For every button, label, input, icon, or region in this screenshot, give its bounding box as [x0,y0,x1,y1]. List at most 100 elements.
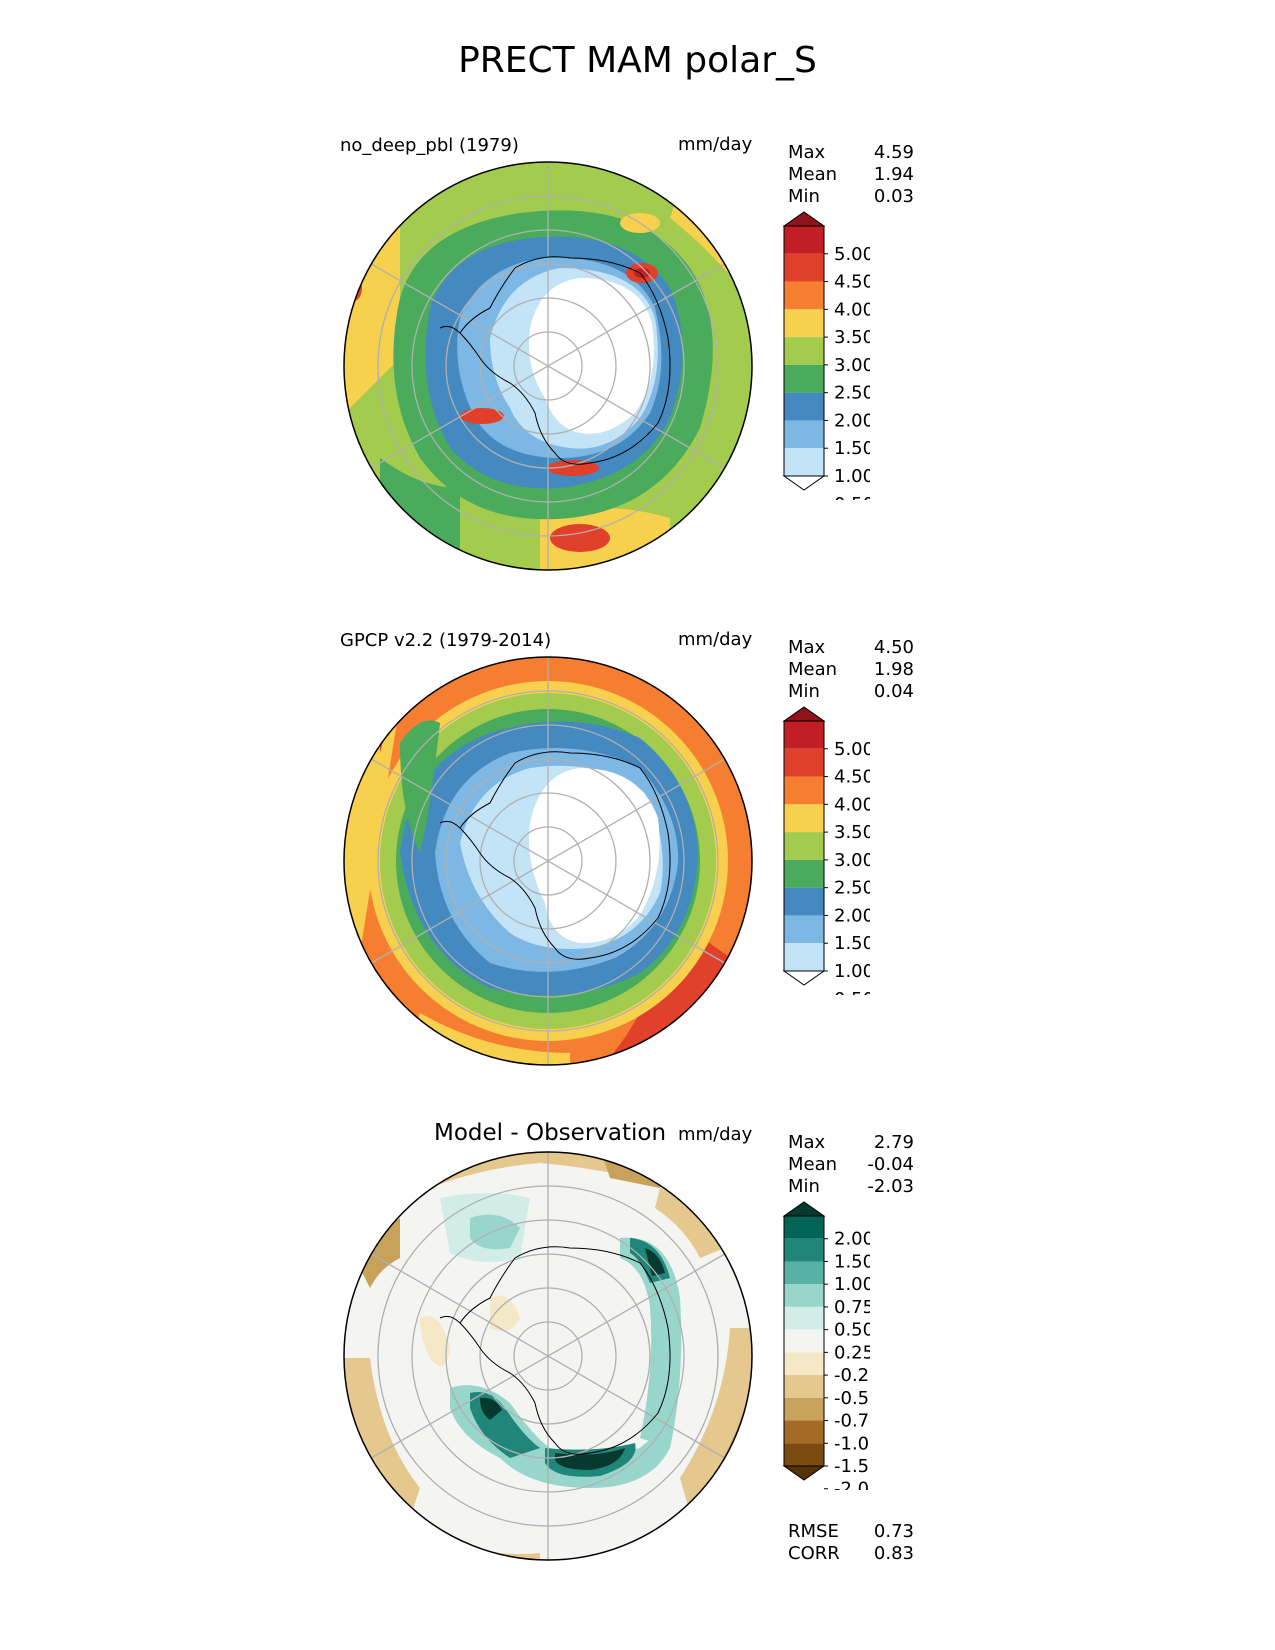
colorbar-tick-label: 2.50 [834,878,870,899]
panel-stats: Max 4.59 Mean 1.94 Min 0.03 [788,142,914,207]
panel-test: no_deep_pbl (1979) mm/day Max 4.59 Mean 1.… [0,130,1275,600]
colorbar-tick-label: 3.00 [834,355,870,376]
colorbar-swatch [784,309,824,338]
colorbar-tick-label: 1.50 [834,933,870,954]
colorbar-tick-label: 5.00 [834,244,870,265]
colorbar-reference: 5.00 4.50 4.00 3.50 3.00 2.50 2.00 1.50 1.00 0.50 [782,706,870,995]
colorbar-swatch [784,1238,824,1262]
panel-units: mm/day [678,629,753,650]
colorbar-tick-label: 3.50 [834,822,870,843]
colorbar-tick-label: -0.25 [834,1365,870,1386]
colorbar-swatch [784,1261,824,1285]
colorbar-tick-label: 3.50 [834,327,870,348]
colorbar-swatch [784,943,824,971]
colorbar-test: 5.00 4.50 4.00 3.50 3.00 2.50 2.00 1.50 1.00 0.50 [782,211,870,500]
colorbar-swatch [784,776,824,805]
stat-max: 4.50 [873,637,914,658]
stat-rmse: 0.73 [873,1521,914,1542]
colorbar-tick-label: 4.50 [834,767,870,788]
polar-map-difference [343,1151,753,1561]
panel-reference: GPCP v2.2 (1979-2014) mm/day Max 4.50 Mea… [0,625,1275,1095]
colorbar-tick-label: 2.50 [834,383,870,404]
stat-mean: 1.94 [873,164,914,185]
colorbar-tick-label: 4.00 [834,794,870,815]
colorbar-tick-label: 1.50 [834,438,870,459]
colorbar-swatch [784,1420,824,1444]
colorbar-tick-label: 0.50 [834,494,870,500]
colorbar-swatch [784,721,824,749]
colorbar-tick-label: 0.50 [834,1320,870,1341]
colorbar-border [783,1215,825,1467]
colorbar-swatch [784,253,824,282]
colorbar-tick-label: 0.75 [834,1297,870,1318]
colorbar-tick-label: -0.50 [834,1388,870,1409]
colorbar-border [783,225,825,477]
colorbar-tick-label: 4.00 [834,299,870,320]
colorbar-extend-top [782,211,826,227]
colorbar-tick-label: 5.00 [834,739,870,760]
colorbar-swatch [784,448,824,476]
polar-map-reference [343,656,753,1066]
colorbar-extend-bottom [782,1465,826,1481]
colorbar-swatch [784,748,824,777]
panel-difference: Model - Observation mm/day Max 2.79 Mean -… [0,1120,1275,1640]
colorbar-swatch [784,859,824,888]
panel-units: mm/day [678,1124,753,1145]
colorbar-swatch [784,1284,824,1307]
stat-max: 2.79 [873,1132,914,1153]
colorbar-swatch [784,226,824,254]
colorbar-tick-label: -2.00 [834,1479,870,1490]
colorbar-tick-label: 1.50 [834,1251,870,1272]
stat-corr: 0.83 [873,1543,914,1564]
colorbar-swatch [784,887,824,916]
stat-mean: 1.98 [873,659,914,680]
colorbar-tick-label: 0.50 [834,989,870,995]
colorbar-swatch [784,281,824,310]
colorbar-tick-label: 1.00 [834,466,870,487]
colorbar-swatch [784,1216,824,1239]
colorbar-swatch [784,1329,824,1353]
stat-max: 4.59 [873,142,914,163]
colorbar-tick-label: -0.75 [834,1411,870,1432]
colorbar-tick-label: 1.00 [834,1274,870,1295]
colorbar-tick-label: 0.25 [834,1342,870,1363]
colorbar-swatch [784,832,824,860]
panel-left-title: GPCP v2.2 (1979-2014) [340,630,552,651]
colorbar-tick-label: 2.00 [834,905,870,926]
colorbar-swatch [784,1352,824,1376]
colorbar-difference: 2.001.501.000.750.500.25-0.25-0.50-0.75-… [782,1201,870,1490]
colorbar-swatch [784,392,824,421]
panel-center-title: Model - Observation [434,1120,667,1146]
colorbar-swatch [784,1375,824,1398]
colorbar-tick-label: 2.00 [834,410,870,431]
colorbar-tick-label: -1.50 [834,1456,870,1477]
stat-mean: -0.04 [867,1154,914,1175]
stat-min: 0.03 [873,186,914,207]
panel-units: mm/day [678,134,753,155]
colorbar-swatch [784,337,824,365]
colorbar-tick-label: 2.00 [834,1229,870,1250]
colorbar-tick-label: -1.00 [834,1433,870,1454]
figure-title: PRECT MAM polar_S [458,40,817,81]
stat-min: -2.03 [867,1176,914,1197]
colorbar-swatch [784,915,824,944]
colorbar-extend-bottom [782,475,826,491]
colorbar-tick-label: 4.50 [834,272,870,293]
colorbar-border [783,720,825,972]
colorbar-extend-top [782,706,826,722]
colorbar-extend-top [782,1201,826,1217]
colorbar-tick-label: 1.00 [834,961,870,982]
panel-extra-stats: RMSE 0.73 CORR 0.83 [788,1521,914,1564]
polar-map-test [343,161,753,571]
colorbar-extend-bottom [782,970,826,986]
colorbar-swatch [784,420,824,449]
stat-min: 0.04 [873,681,914,702]
colorbar-swatch [784,1306,824,1330]
colorbar-swatch [784,364,824,393]
colorbar-tick-label: 3.00 [834,850,870,871]
colorbar-swatch [784,1397,824,1421]
panel-left-title: no_deep_pbl (1979) [340,135,519,156]
colorbar-swatch [784,804,824,833]
panel-stats: Max 4.50 Mean 1.98 Min 0.04 [788,637,914,702]
panel-stats: Max 2.79 Mean -0.04 Min -2.03 [788,1132,914,1197]
